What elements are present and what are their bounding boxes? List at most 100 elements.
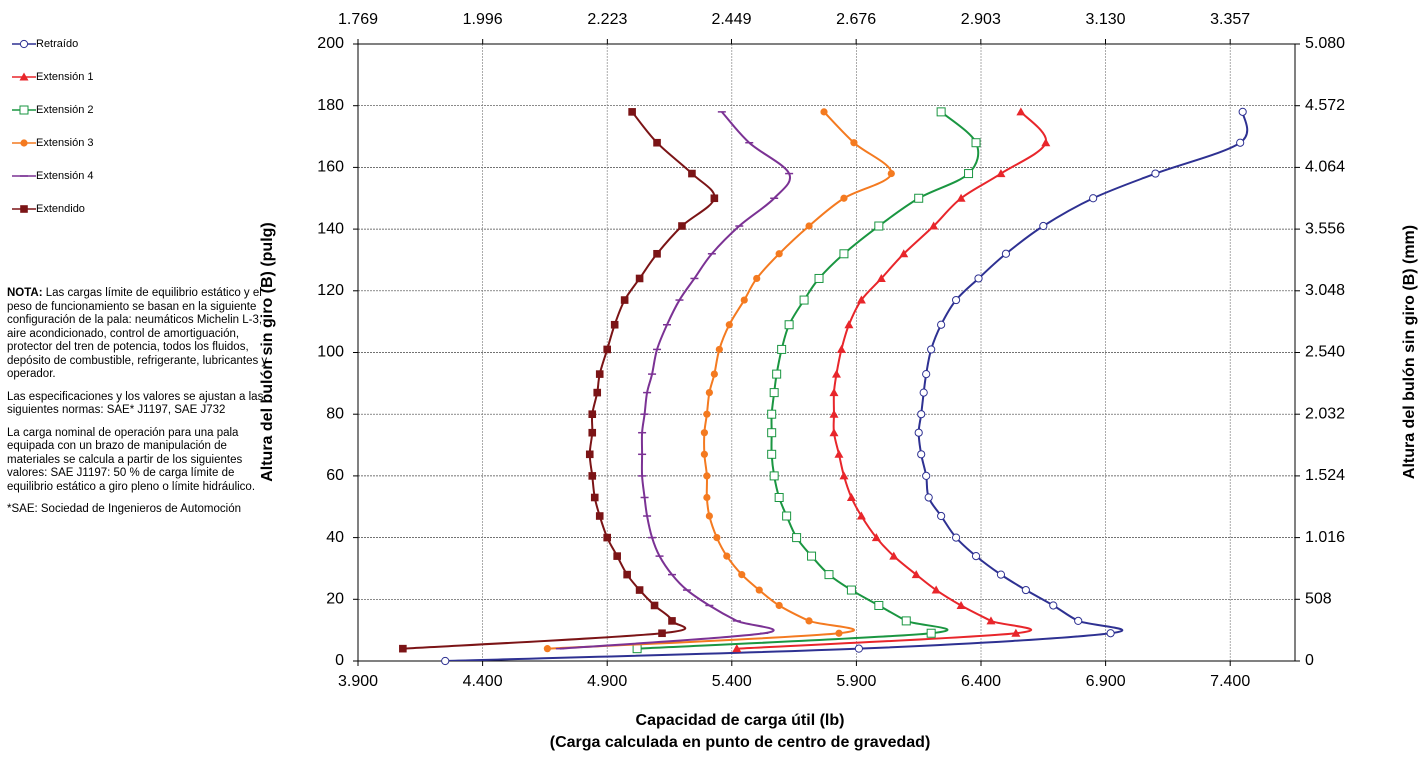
- marker: [653, 249, 661, 258]
- marker: [740, 296, 748, 304]
- marker: [927, 345, 936, 354]
- marker: [588, 410, 597, 418]
- y2-tick-label: 1.016: [1305, 529, 1345, 546]
- note-paragraph: *SAE: Sociedad de Ingenieros de Automoci…: [7, 503, 277, 517]
- marker: [688, 169, 696, 178]
- y-tick-label: 140: [317, 220, 344, 237]
- marker: [919, 388, 928, 397]
- y2-tick-label: 2.032: [1305, 405, 1345, 422]
- marker: [610, 320, 619, 329]
- marker: [588, 472, 597, 480]
- marker: [914, 193, 924, 203]
- x2-tick-label: 2.449: [711, 11, 751, 28]
- marker: [769, 388, 779, 398]
- y-axis-title: Altura del bulón sin giro (B) (pulg): [259, 222, 276, 482]
- marker: [889, 551, 899, 560]
- legend-label: Extendido: [36, 203, 85, 215]
- x-tick-label: 5.900: [836, 673, 876, 690]
- marker: [846, 585, 856, 595]
- marker: [775, 250, 783, 258]
- marker: [835, 629, 843, 637]
- marker: [792, 533, 802, 543]
- marker: [1001, 249, 1011, 258]
- marker: [715, 345, 723, 354]
- x-tick-label: 4.400: [463, 673, 503, 690]
- marker: [1151, 169, 1160, 178]
- marker: [590, 493, 599, 502]
- note-label: NOTA:: [7, 287, 43, 299]
- marker: [767, 409, 777, 419]
- y2-tick-label: 3.048: [1305, 282, 1345, 299]
- marker: [996, 169, 1006, 178]
- marker: [650, 601, 659, 610]
- marker: [723, 552, 731, 560]
- legend-marker: [20, 205, 28, 213]
- marker: [807, 551, 817, 561]
- marker: [971, 552, 981, 561]
- marker: [628, 108, 636, 116]
- marker: [753, 274, 761, 283]
- note-paragraph: La carga nominal de operación para una p…: [7, 427, 277, 495]
- marker: [850, 139, 858, 147]
- legend-label: Retraído: [36, 38, 78, 50]
- marker: [805, 617, 813, 625]
- marker: [1089, 194, 1098, 203]
- marker: [839, 249, 849, 259]
- marker: [441, 656, 450, 666]
- marker: [620, 296, 629, 304]
- marker: [874, 600, 884, 610]
- note-text: La carga nominal de operación para una p…: [7, 426, 256, 493]
- x2-tick-label: 1.996: [463, 11, 503, 28]
- marker: [1236, 138, 1245, 147]
- marker: [1074, 616, 1083, 625]
- marker: [996, 570, 1006, 579]
- y2-axis-title: Altura del bulón sin giro (B) (mm): [1401, 225, 1418, 479]
- marker: [710, 194, 719, 203]
- marker: [777, 344, 787, 354]
- legend-label: Extensión 2: [36, 104, 93, 116]
- marker: [658, 629, 666, 638]
- marker: [931, 585, 941, 594]
- marker: [840, 194, 848, 202]
- note-paragraph: Las especificaciones y los valores se aj…: [7, 391, 277, 418]
- y2-tick-label: 5.080: [1305, 35, 1345, 52]
- note-text: Las especificaciones y los valores se aj…: [7, 390, 264, 417]
- series-line: [637, 111, 980, 650]
- series-line: [736, 111, 1047, 650]
- marker: [856, 511, 866, 520]
- x2-tick-label: 2.223: [587, 11, 627, 28]
- note-paragraph: NOTA: Las cargas límite de equilibrio es…: [7, 287, 277, 382]
- x2-tick-label: 2.903: [961, 11, 1001, 28]
- x-tick-label: 7.400: [1210, 673, 1250, 690]
- marker: [705, 512, 713, 520]
- marker: [986, 616, 996, 625]
- x-tick-label: 4.900: [587, 673, 627, 690]
- y-tick-label: 180: [317, 97, 344, 114]
- marker: [929, 221, 939, 230]
- marker: [755, 586, 763, 594]
- marker: [725, 321, 733, 329]
- marker: [767, 428, 777, 438]
- x2-tick-label: 2.676: [836, 11, 876, 28]
- marker: [799, 295, 809, 305]
- marker: [917, 410, 926, 419]
- marker: [613, 552, 621, 560]
- legend-label: Extensión 4: [36, 170, 93, 182]
- marker: [854, 644, 863, 653]
- marker: [1238, 107, 1247, 116]
- marker: [603, 345, 612, 354]
- marker: [784, 320, 794, 330]
- y-tick-label: 200: [317, 35, 344, 52]
- marker: [964, 169, 974, 179]
- marker: [874, 221, 884, 231]
- legend-label: Extensión 1: [36, 71, 93, 83]
- marker: [782, 511, 792, 521]
- marker: [635, 586, 644, 594]
- marker: [901, 616, 911, 626]
- marker: [829, 428, 839, 437]
- marker: [856, 295, 866, 304]
- marker: [703, 410, 711, 418]
- marker: [1049, 601, 1058, 610]
- legend-marker: [19, 72, 29, 81]
